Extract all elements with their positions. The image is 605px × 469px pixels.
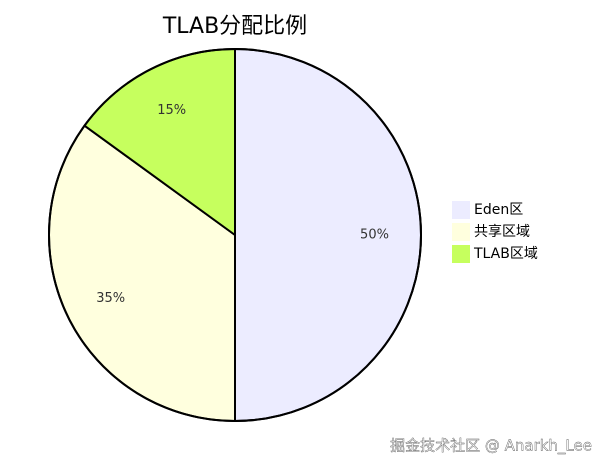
- pie-outline: [48, 48, 422, 422]
- legend-label: Eden区: [474, 202, 523, 218]
- slice-label: 35%: [96, 291, 125, 306]
- watermark: 掘金技术社区 @ Anarkh_Lee: [390, 437, 592, 456]
- legend-swatch: [452, 245, 470, 263]
- chart-title: TLAB分配比例: [162, 14, 307, 39]
- slice-label: 15%: [157, 103, 186, 118]
- legend-swatch: [452, 223, 470, 241]
- slice-label: 50%: [360, 228, 389, 243]
- legend-label: TLAB区域: [473, 246, 538, 262]
- legend-swatch: [452, 201, 470, 219]
- pie-slice: [234, 47, 422, 423]
- legend-label: 共享区域: [474, 223, 530, 240]
